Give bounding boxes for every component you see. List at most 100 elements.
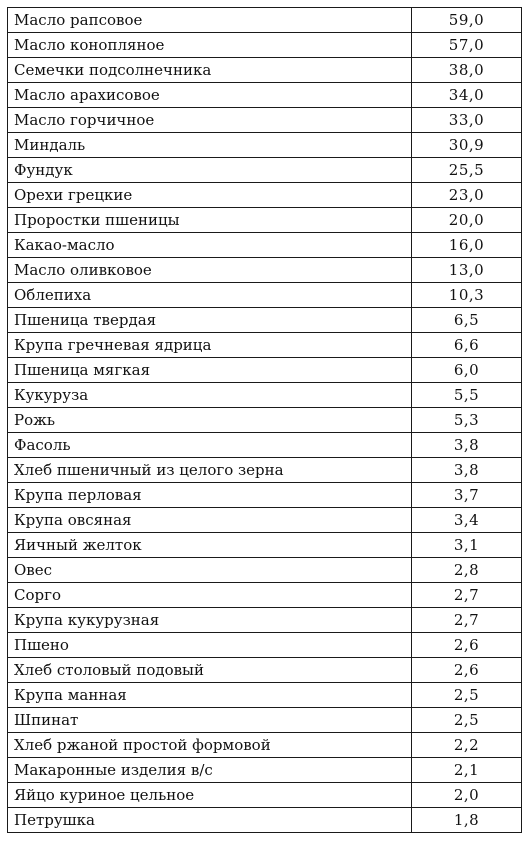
product-name-cell: Сорго: [7, 582, 412, 608]
value-cell: 2,7: [411, 607, 522, 633]
product-name-cell: Яйцо куриное цельное: [7, 782, 412, 808]
product-name-cell: Орехи грецкие: [7, 182, 412, 208]
product-name-cell: Крупа перловая: [7, 482, 412, 508]
table-row: Фасоль 3,8: [7, 432, 522, 458]
value-cell: 20,0: [411, 207, 522, 233]
value-cell: 3,8: [411, 432, 522, 458]
product-name-cell: Крупа кукурузная: [7, 607, 412, 633]
value-cell: 16,0: [411, 232, 522, 258]
table-row: Яичный желток 3,1: [7, 532, 522, 558]
product-name-cell: Масло оливковое: [7, 257, 412, 283]
value-cell: 13,0: [411, 257, 522, 283]
product-name-cell: Яичный желток: [7, 532, 412, 558]
table-row: Макаронные изделия в/с 2,1: [7, 757, 522, 783]
value-cell: 25,5: [411, 157, 522, 183]
product-name-cell: Фундук: [7, 157, 412, 183]
value-cell: 2,2: [411, 732, 522, 758]
table-row: Масло арахисовое 34,0: [7, 82, 522, 108]
table-row: Пшеница мягкая 6,0: [7, 357, 522, 383]
table-row: Рожь 5,3: [7, 407, 522, 433]
table-row: Масло оливковое 13,0: [7, 257, 522, 283]
table-row: Петрушка 1,8: [7, 807, 522, 833]
table-row: Крупа овсяная 3,4: [7, 507, 522, 533]
value-cell: 5,5: [411, 382, 522, 408]
product-name-cell: Макаронные изделия в/с: [7, 757, 412, 783]
table-row: Масло горчичное 33,0: [7, 107, 522, 133]
product-name-cell: Пшеница твердая: [7, 307, 412, 333]
value-cell: 59,0: [411, 7, 522, 33]
product-name-cell: Облепиха: [7, 282, 412, 308]
product-name-cell: Крупа овсяная: [7, 507, 412, 533]
value-cell: 10,3: [411, 282, 522, 308]
value-cell: 5,3: [411, 407, 522, 433]
table-row: Яйцо куриное цельное 2,0: [7, 782, 522, 808]
value-cell: 1,8: [411, 807, 522, 833]
product-name-cell: Хлеб столовый подовый: [7, 657, 412, 683]
value-cell: 3,4: [411, 507, 522, 533]
product-name-cell: Масло арахисовое: [7, 82, 412, 108]
value-cell: 2,5: [411, 707, 522, 733]
product-name-cell: Кукуруза: [7, 382, 412, 408]
table-row: Масло рапсовое 59,0: [7, 7, 522, 33]
product-name-cell: Миндаль: [7, 132, 412, 158]
value-cell: 34,0: [411, 82, 522, 108]
value-cell: 3,8: [411, 457, 522, 483]
product-name-cell: Проростки пшеницы: [7, 207, 412, 233]
table-row: Пшено 2,6: [7, 632, 522, 658]
value-cell: 2,1: [411, 757, 522, 783]
table-row: Какао-масло 16,0: [7, 232, 522, 258]
product-name-cell: Пшено: [7, 632, 412, 658]
value-cell: 2,5: [411, 682, 522, 708]
value-cell: 2,0: [411, 782, 522, 808]
product-name-cell: Рожь: [7, 407, 412, 433]
table-row: Семечки подсолнечника 38,0: [7, 57, 522, 83]
product-name-cell: Крупа манная: [7, 682, 412, 708]
product-name-cell: Петрушка: [7, 807, 412, 833]
table-row: Сорго 2,7: [7, 582, 522, 608]
data-table-container: Масло рапсовое 59,0 Масло конопляное 57,0 Се…: [7, 7, 522, 833]
product-name-cell: Масло конопляное: [7, 32, 412, 58]
value-cell: 2,6: [411, 657, 522, 683]
table-row: Миндаль 30,9: [7, 132, 522, 158]
value-cell: 2,7: [411, 582, 522, 608]
table-row: Крупа перловая 3,7: [7, 482, 522, 508]
product-name-cell: Овес: [7, 557, 412, 583]
table-row: Шпинат 2,5: [7, 707, 522, 733]
value-cell: 6,0: [411, 357, 522, 383]
table-row: Орехи грецкие 23,0: [7, 182, 522, 208]
table-row: Овес 2,8: [7, 557, 522, 583]
table-row: Пшеница твердая 6,5: [7, 307, 522, 333]
table-row: Проростки пшеницы 20,0: [7, 207, 522, 233]
value-cell: 6,5: [411, 307, 522, 333]
product-name-cell: Масло горчичное: [7, 107, 412, 133]
product-name-cell: Шпинат: [7, 707, 412, 733]
table-body: Масло рапсовое 59,0 Масло конопляное 57,0 Се…: [7, 7, 522, 833]
table-row: Облепиха 10,3: [7, 282, 522, 308]
product-name-cell: Пшеница мягкая: [7, 357, 412, 383]
product-name-cell: Какао-масло: [7, 232, 412, 258]
value-cell: 30,9: [411, 132, 522, 158]
table-row: Хлеб пшеничный из целого зерна 3,8: [7, 457, 522, 483]
table-row: Хлеб ржаной простой формовой 2,2: [7, 732, 522, 758]
value-cell: 6,6: [411, 332, 522, 358]
product-name-cell: Семечки подсолнечника: [7, 57, 412, 83]
product-name-cell: Хлеб пшеничный из целого зерна: [7, 457, 412, 483]
table-row: Фундук 25,5: [7, 157, 522, 183]
table-row: Крупа гречневая ядрица 6,6: [7, 332, 522, 358]
table-row: Кукуруза 5,5: [7, 382, 522, 408]
food-value-table: Масло рапсовое 59,0 Масло конопляное 57,0 Се…: [7, 7, 522, 833]
table-row: Хлеб столовый подовый 2,6: [7, 657, 522, 683]
product-name-cell: Хлеб ржаной простой формовой: [7, 732, 412, 758]
value-cell: 57,0: [411, 32, 522, 58]
value-cell: 33,0: [411, 107, 522, 133]
value-cell: 38,0: [411, 57, 522, 83]
value-cell: 3,7: [411, 482, 522, 508]
value-cell: 2,8: [411, 557, 522, 583]
product-name-cell: Масло рапсовое: [7, 7, 412, 33]
value-cell: 23,0: [411, 182, 522, 208]
table-row: Масло конопляное 57,0: [7, 32, 522, 58]
product-name-cell: Фасоль: [7, 432, 412, 458]
table-row: Крупа кукурузная 2,7: [7, 607, 522, 633]
table-row: Крупа манная 2,5: [7, 682, 522, 708]
value-cell: 3,1: [411, 532, 522, 558]
